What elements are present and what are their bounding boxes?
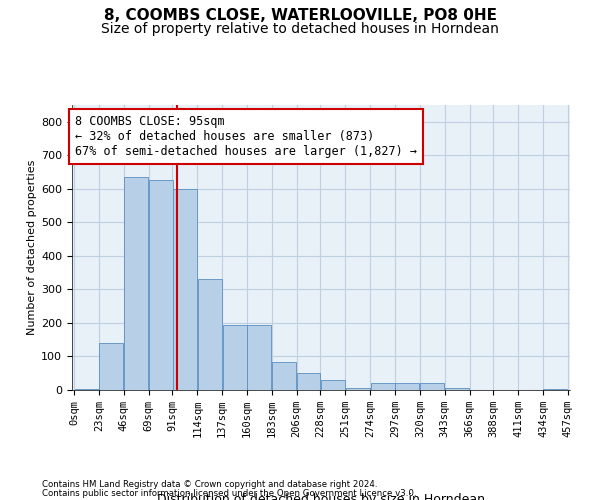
Bar	[124, 177, 148, 390]
Bar	[247, 324, 271, 390]
Text: Contains HM Land Registry data © Crown copyright and database right 2024.: Contains HM Land Registry data © Crown c…	[42, 480, 377, 489]
Bar	[346, 388, 370, 390]
Bar	[420, 384, 444, 390]
Bar	[371, 384, 395, 390]
Bar	[149, 180, 173, 390]
Bar	[198, 280, 222, 390]
Bar	[223, 324, 247, 390]
Text: Size of property relative to detached houses in Horndean: Size of property relative to detached ho…	[101, 22, 499, 36]
Text: 8 COOMBS CLOSE: 95sqm
← 32% of detached houses are smaller (873)
67% of semi-det: 8 COOMBS CLOSE: 95sqm ← 32% of detached …	[75, 115, 417, 158]
Text: 8, COOMBS CLOSE, WATERLOOVILLE, PO8 0HE: 8, COOMBS CLOSE, WATERLOOVILLE, PO8 0HE	[104, 8, 497, 22]
Bar	[100, 343, 124, 390]
Bar	[395, 384, 419, 390]
Bar	[445, 388, 469, 390]
Text: Contains public sector information licensed under the Open Government Licence v3: Contains public sector information licen…	[42, 488, 416, 498]
Bar	[321, 380, 345, 390]
Bar	[272, 362, 296, 390]
Bar	[297, 373, 320, 390]
X-axis label: Distribution of detached houses by size in Horndean: Distribution of detached houses by size …	[157, 493, 485, 500]
Y-axis label: Number of detached properties: Number of detached properties	[27, 160, 37, 335]
Bar	[173, 189, 197, 390]
